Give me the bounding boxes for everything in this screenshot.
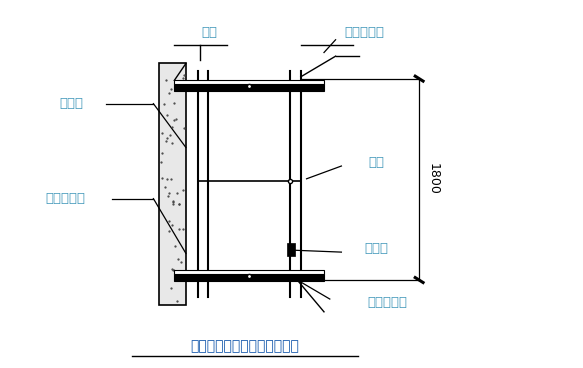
Bar bbox=[287, 243, 295, 256]
Text: 1800: 1800 bbox=[427, 163, 440, 195]
Text: 密目安全网: 密目安全网 bbox=[345, 26, 385, 39]
Bar bbox=[159, 63, 186, 305]
Bar bbox=[174, 84, 324, 91]
Text: 建筑物: 建筑物 bbox=[59, 97, 83, 110]
Text: 外架: 外架 bbox=[201, 26, 217, 39]
Text: 栏杆: 栏杆 bbox=[368, 156, 384, 169]
Bar bbox=[174, 270, 324, 274]
Text: 钢笆脚手板: 钢笆脚手板 bbox=[368, 296, 408, 309]
Text: 九层板隔离: 九层板隔离 bbox=[45, 192, 85, 205]
Bar bbox=[174, 81, 324, 84]
Bar bbox=[174, 274, 324, 281]
Text: 挡脚板: 挡脚板 bbox=[364, 242, 388, 255]
Text: 外架隔离、挡脚板做法示意图: 外架隔离、挡脚板做法示意图 bbox=[191, 340, 300, 354]
